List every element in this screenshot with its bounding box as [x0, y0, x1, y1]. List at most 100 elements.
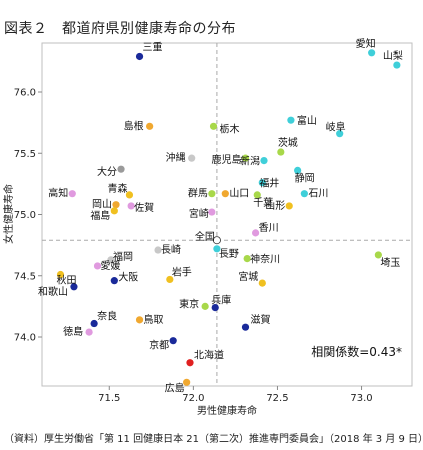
point-label: 茨城	[278, 136, 298, 149]
point-label: 富山	[297, 114, 317, 127]
point-label: 静岡	[295, 171, 315, 184]
point-label: 青森	[107, 182, 127, 195]
data-points	[56, 49, 401, 386]
point-label: 千葉	[253, 196, 273, 209]
data-point	[125, 191, 134, 199]
point-label: 佐賀	[134, 202, 154, 214]
point-label: 岩手	[172, 265, 192, 278]
point-label: 長野	[219, 248, 239, 260]
point-label: 沖縄	[166, 151, 186, 164]
y-tick-label: 74.0	[14, 333, 36, 344]
data-point	[110, 207, 118, 215]
point-label: 宮崎	[189, 207, 209, 220]
point-label: 群馬	[188, 187, 208, 200]
point-label: 鹿児島	[212, 153, 242, 166]
data-point	[260, 157, 268, 165]
data-point	[186, 359, 194, 367]
y-tick-label: 74.5	[14, 271, 36, 282]
data-point	[208, 190, 216, 198]
x-tick-label: 72.5	[266, 393, 288, 404]
data-point	[209, 122, 218, 130]
point-label: 福岡	[113, 250, 133, 263]
data-point	[188, 154, 196, 162]
point-label: 兵庫	[211, 294, 231, 307]
data-point	[135, 52, 144, 61]
point-label: 島根	[124, 119, 144, 132]
data-point	[211, 304, 219, 312]
data-point	[90, 319, 98, 328]
point-label: 高知	[48, 187, 68, 200]
point-label: 宮城	[238, 270, 258, 283]
point-label: 愛媛	[101, 259, 121, 272]
data-point	[258, 179, 266, 187]
y-tick-label: 75.0	[14, 210, 36, 221]
data-point	[56, 270, 65, 279]
data-point	[393, 61, 401, 69]
data-point	[221, 190, 229, 198]
data-point	[183, 378, 191, 386]
data-point	[241, 323, 250, 331]
figure-title: 図表２ 都道府県別健康寿命の分布	[4, 21, 236, 37]
data-point	[85, 328, 93, 336]
data-point	[107, 256, 115, 264]
data-point	[135, 316, 144, 324]
x-axis-ticks: 71.5 72.0 72.5 73.0	[98, 386, 373, 404]
data-point	[127, 202, 135, 210]
data-point	[277, 148, 285, 156]
x-tick-label: 72.0	[182, 393, 204, 404]
point-label: 栃木	[220, 122, 240, 135]
point-label: 全国	[195, 230, 215, 243]
correlation-annotation: 相関係数=0.43*	[311, 344, 402, 359]
data-point	[212, 236, 221, 245]
data-point	[166, 275, 174, 284]
reference-lines	[42, 43, 412, 386]
data-point	[117, 165, 125, 173]
data-point	[287, 116, 295, 124]
y-axis-label: 女性健康寿命	[2, 184, 15, 244]
data-point	[93, 262, 102, 270]
data-point	[285, 202, 293, 210]
point-label: 福島	[90, 209, 110, 222]
data-point	[146, 122, 154, 130]
data-point	[243, 255, 251, 263]
figure-source: （資料）厚生労働省「第 11 回健康日本 21（第二次）推進専門委員会」（201…	[4, 434, 423, 445]
y-tick-label: 75.5	[14, 149, 36, 160]
x-axis-label: 男性健康寿命	[197, 404, 257, 417]
data-point	[253, 191, 261, 199]
data-point	[258, 279, 266, 287]
data-point	[201, 302, 209, 310]
data-point	[70, 283, 78, 291]
point-label: 山梨	[383, 49, 403, 62]
data-point	[368, 49, 376, 57]
y-axis-ticks: 74.0 74.5 75.0 75.5 76.0	[14, 88, 42, 344]
point-label: 大阪	[118, 271, 138, 284]
point-label: 岐阜	[326, 121, 346, 134]
data-point	[300, 190, 308, 198]
point-label: 埼玉	[380, 256, 400, 269]
point-label: 三重	[143, 40, 163, 53]
point-label: 神奈川	[250, 253, 280, 266]
data-point	[154, 246, 162, 254]
data-point	[336, 130, 344, 138]
x-tick-label: 71.5	[98, 393, 120, 404]
point-label: 北海道	[194, 349, 224, 362]
point-label: 滋賀	[251, 313, 271, 326]
point-label: 愛知	[356, 37, 376, 50]
data-point	[208, 208, 216, 216]
point-label: 秋田	[57, 274, 77, 287]
point-label: 福井	[259, 177, 279, 190]
data-point	[169, 337, 177, 345]
point-label: 奈良	[97, 310, 117, 323]
y-tick-label: 76.0	[14, 88, 36, 99]
point-label: 長崎	[161, 243, 181, 256]
point-label: 山口	[229, 188, 249, 200]
data-point	[294, 166, 302, 174]
point-label: 鳥取	[144, 313, 164, 326]
data-point	[213, 245, 221, 253]
point-label: 岡山	[92, 199, 112, 211]
point-label: 和歌山	[38, 285, 68, 298]
data-point	[112, 201, 120, 209]
point-label: 大分	[97, 165, 117, 178]
